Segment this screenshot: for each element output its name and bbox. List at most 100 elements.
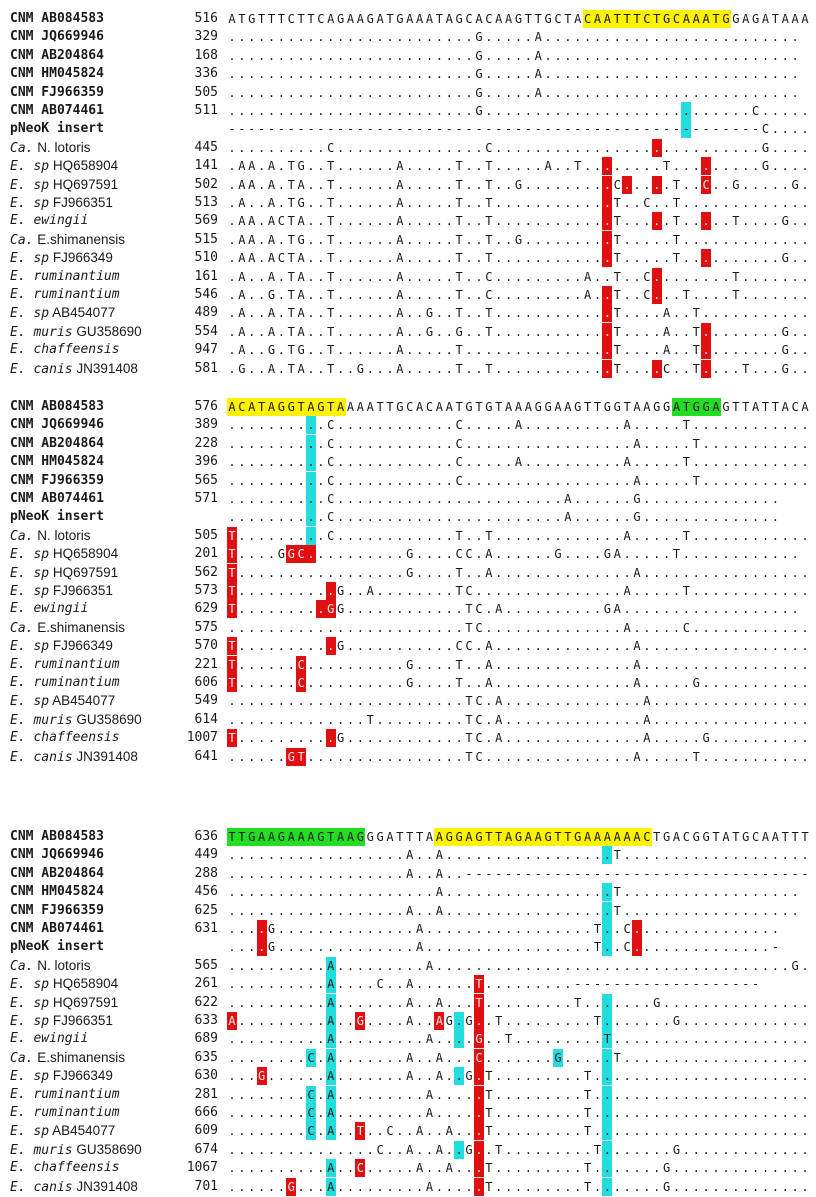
residue: . (396, 584, 404, 598)
residue: . (692, 940, 700, 955)
residue: . (514, 492, 523, 506)
residue: . (771, 903, 779, 918)
residue: . (544, 104, 552, 118)
residue: . (534, 436, 542, 451)
residue: . (416, 694, 424, 709)
residue: . (416, 565, 424, 580)
highlighted-residue: G (325, 600, 336, 619)
residue: . (692, 922, 700, 936)
residue: . (445, 159, 453, 174)
residue: . (524, 995, 532, 1010)
residue: . (732, 196, 740, 210)
residue: . (495, 510, 503, 525)
residue: . (672, 657, 681, 672)
residue: . (287, 1069, 295, 1084)
residue: . (445, 1142, 453, 1157)
residue: G (485, 400, 493, 414)
residue: T (613, 885, 621, 900)
residue: . (317, 639, 325, 654)
residue: . (574, 1032, 582, 1047)
residue: . (386, 903, 394, 918)
residue: . (376, 657, 384, 672)
residue: . (445, 492, 453, 506)
residue: . (346, 177, 355, 192)
residue: . (257, 602, 266, 617)
residue: . (396, 749, 404, 764)
residue: . (574, 251, 582, 266)
residue: . (702, 1014, 710, 1028)
residue: . (396, 885, 404, 900)
residue: . (495, 85, 503, 100)
residue: . (643, 657, 651, 672)
residue: . (781, 694, 789, 709)
residue: A (781, 12, 789, 26)
sequence-name-part: E. muris (10, 1142, 73, 1158)
residue: . (336, 1124, 345, 1139)
sequence-position: 630 (194, 1068, 218, 1084)
residue: . (672, 749, 681, 764)
residue: . (277, 694, 285, 709)
residue: . (465, 1032, 473, 1047)
residue: . (534, 694, 542, 709)
residue: A (574, 12, 582, 26)
residue: . (386, 1032, 394, 1047)
residue: . (445, 288, 453, 302)
residue: . (732, 1124, 740, 1139)
residue: . (781, 903, 789, 918)
residue: . (435, 288, 444, 302)
residue: . (317, 694, 325, 709)
residue: . (653, 1179, 661, 1194)
residue: . (712, 712, 720, 727)
residue: . (277, 639, 285, 654)
residue: . (692, 639, 700, 654)
residue: . (346, 749, 355, 764)
residue: . (722, 251, 730, 266)
residue: . (267, 436, 276, 451)
residue: . (228, 418, 236, 433)
residue: A (416, 400, 424, 414)
residue: . (238, 30, 246, 45)
residue: . (554, 1106, 562, 1120)
residue: . (406, 159, 414, 174)
residue: . (445, 361, 453, 376)
residue: . (346, 1142, 355, 1157)
residue: . (307, 1161, 315, 1176)
residue: . (643, 1087, 651, 1102)
highlighted-residue: A (266, 398, 277, 416)
residue: . (455, 749, 463, 764)
residue: . (386, 418, 394, 433)
residue: . (692, 1014, 700, 1028)
sequence-position: 168 (194, 47, 218, 63)
residue: T (712, 830, 720, 844)
residue: . (544, 1087, 552, 1102)
residue: . (445, 418, 453, 433)
residue: . (425, 1069, 434, 1084)
residue: A (633, 657, 641, 672)
residue: . (346, 676, 355, 690)
residue: A (495, 712, 503, 727)
residue: A (425, 830, 434, 844)
alignment-row: CNM AB204864 168.........................… (0, 47, 816, 65)
residue: . (356, 85, 364, 100)
residue: . (346, 48, 355, 63)
residue: . (307, 343, 315, 358)
residue: . (593, 958, 602, 973)
sequence-position: 575 (194, 619, 218, 635)
residue: . (702, 1124, 710, 1139)
residue: . (742, 731, 750, 746)
residue: . (534, 418, 542, 433)
residue: . (771, 694, 779, 709)
residue: - (663, 866, 671, 881)
residue: . (386, 866, 394, 881)
residue: . (514, 1050, 523, 1065)
residue: . (663, 473, 671, 488)
residue: . (416, 85, 424, 100)
residue: A (386, 830, 394, 844)
highlighted-residue: G (276, 398, 287, 416)
residue: - (771, 866, 779, 881)
residue: . (297, 940, 305, 955)
residue: . (475, 269, 483, 284)
residue: G (336, 639, 345, 654)
residue: . (386, 324, 394, 339)
residue: . (702, 1161, 710, 1176)
